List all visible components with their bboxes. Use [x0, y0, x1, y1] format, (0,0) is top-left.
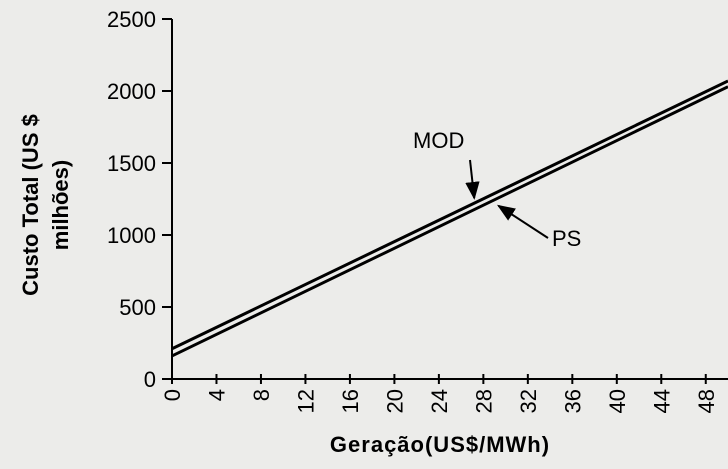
x-tick-label: 12	[293, 389, 318, 413]
y-tick-label: 1500	[107, 151, 156, 176]
x-tick-label: 24	[427, 389, 452, 413]
y-tick-label: 2000	[107, 79, 156, 104]
x-tick-label: 28	[471, 389, 496, 413]
annotation: PS	[552, 226, 581, 251]
x-tick-label: 4	[204, 389, 229, 401]
y-tick-label: 1000	[107, 223, 156, 248]
x-tick-label: 16	[338, 389, 363, 413]
y-axis-label: Custo Total (US $	[18, 114, 43, 296]
series-line	[171, 85, 728, 358]
annotation: MOD	[413, 128, 464, 153]
annotation-arrow	[496, 204, 549, 239]
y-tick-label: 500	[119, 295, 156, 320]
x-tick-label: 44	[649, 389, 674, 413]
y-tick-label: 0	[144, 367, 156, 392]
x-tick-label: 48	[694, 389, 719, 413]
series-line	[171, 79, 728, 351]
x-tick-label: 32	[516, 389, 541, 413]
x-tick-label: 8	[249, 389, 274, 401]
x-tick-label: 0	[160, 389, 185, 401]
y-tick-label: 2500	[107, 7, 156, 32]
x-tick-label: 40	[605, 389, 630, 413]
x-tick-label: 20	[382, 389, 407, 413]
y-axis-label-group: Custo Total (US $ milhões)	[18, 114, 73, 296]
annotation-arrow	[465, 159, 480, 200]
y-axis-label: milhões)	[48, 160, 73, 250]
x-tick-label: 36	[560, 389, 585, 413]
x-axis-label: Geração(US$/MWh)	[330, 432, 550, 457]
